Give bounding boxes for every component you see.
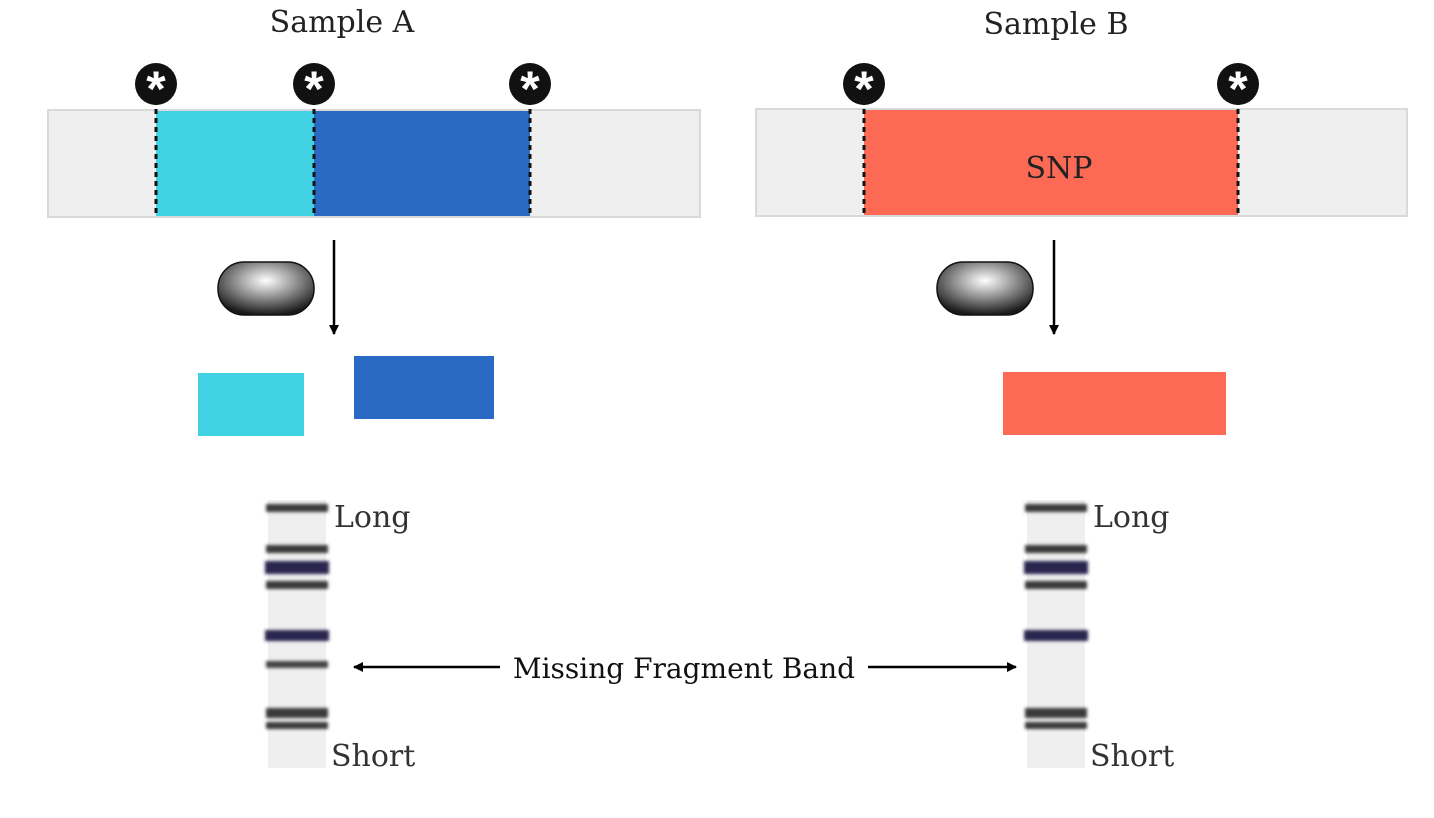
gel-band: [266, 581, 328, 589]
gel-lane: [1024, 500, 1088, 768]
asterisk-icon: [509, 63, 551, 105]
gel-label-short: Short: [1090, 739, 1174, 774]
panel-title: Sample A: [270, 5, 415, 40]
cut-site-marker: *: [843, 61, 885, 217]
svg-text:*: *: [304, 61, 324, 117]
gel-band: [266, 708, 328, 718]
cut-site-marker: *: [509, 61, 551, 217]
gel-band: [1025, 504, 1087, 512]
snp-label: SNP: [1026, 151, 1093, 186]
asterisk-icon: [843, 63, 885, 105]
cut-site-marker: *: [135, 61, 177, 217]
asterisk-icon: [135, 63, 177, 105]
gel-band: [1024, 561, 1088, 574]
annotation-label: Missing Fragment Band: [513, 652, 855, 685]
dna-segment: [314, 111, 530, 216]
svg-text:*: *: [854, 61, 874, 117]
panel-sample-b: Sample B SNP * *: [755, 7, 1408, 774]
gel-band: [1025, 722, 1087, 729]
gel-band: [1025, 545, 1087, 553]
missing-band-annotation: Missing Fragment Band: [353, 652, 1017, 685]
fragment: [1003, 372, 1226, 435]
gel-band: [266, 504, 328, 512]
panel-sample-a: Sample A * * *: [47, 5, 701, 774]
enzyme-capsule-icon: [936, 261, 1034, 316]
gel-lane: [265, 500, 329, 768]
cut-site-marker: *: [1217, 61, 1259, 217]
gel-band: [265, 630, 329, 641]
enzyme-capsule-icon: [217, 261, 315, 316]
gel-label-long: Long: [1093, 500, 1170, 535]
gel-label-long: Long: [334, 500, 411, 535]
asterisk-icon: [1217, 63, 1259, 105]
svg-text:*: *: [146, 61, 166, 117]
gel-band: [265, 561, 329, 574]
asterisk-icon: [293, 63, 335, 105]
dna-segment: [156, 111, 314, 216]
fragment: [354, 356, 494, 419]
svg-text:*: *: [520, 61, 540, 117]
gel-label-short: Short: [331, 739, 415, 774]
gel-band: [266, 722, 328, 729]
panel-title: Sample B: [983, 7, 1128, 42]
gel-band: [266, 545, 328, 553]
svg-text:*: *: [1228, 61, 1248, 117]
cut-site-marker: *: [293, 61, 335, 217]
gel-band: [1025, 708, 1087, 718]
gel-band: [1025, 581, 1087, 589]
fragment: [198, 373, 304, 436]
gel-band: [1024, 630, 1088, 641]
dna-segment: [864, 110, 1238, 215]
gel-band: [266, 661, 328, 668]
